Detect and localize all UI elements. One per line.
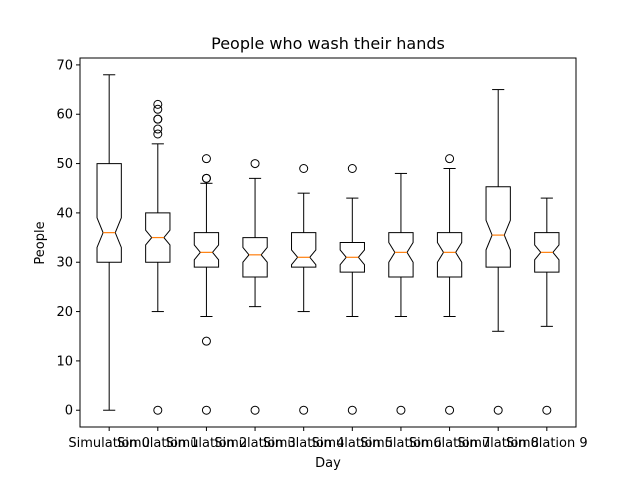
x-tick-label: Simulation 8 (457, 436, 539, 451)
y-tick-label: 70 (56, 58, 73, 73)
x-tick-label: Simulation 3 (214, 436, 296, 451)
outlier-point (153, 129, 163, 139)
box (96, 163, 122, 263)
y-axis-label: People (33, 221, 48, 264)
outlier-point (347, 164, 357, 174)
outlier-point (493, 405, 503, 415)
box (291, 232, 317, 268)
outlier-point (201, 154, 211, 164)
y-tick-label: 10 (56, 354, 73, 369)
outlier-point (542, 405, 552, 415)
outlier-point (445, 405, 455, 415)
outlier-point (250, 405, 260, 415)
box (339, 242, 365, 273)
axes-frame (79, 57, 577, 428)
outlier-point (201, 336, 211, 346)
outlier-point (445, 154, 455, 164)
x-tick-label: Simulation 5 (311, 436, 393, 451)
box (436, 232, 463, 278)
outlier-point (201, 405, 211, 415)
x-tick-label: Simulation 2 (166, 436, 248, 451)
outlier-point (250, 159, 260, 169)
outlier-point (153, 124, 163, 134)
outlier-point (153, 405, 163, 415)
x-axis-label: Day (315, 456, 341, 471)
y-tick-label: 60 (56, 108, 73, 123)
x-tick-label: Simulation 6 (360, 436, 442, 451)
y-tick-label: 0 (65, 404, 73, 419)
outlier-point (153, 114, 163, 124)
outlier-point (299, 164, 309, 174)
outlier-point (201, 173, 211, 183)
box (534, 232, 560, 273)
box (242, 237, 268, 278)
outlier-point (153, 99, 163, 109)
box (193, 232, 220, 268)
x-tick-label: Simulation 9 (506, 436, 588, 451)
chart-title: People who wash their hands (211, 34, 445, 53)
y-tick-label: 40 (56, 206, 73, 221)
y-tick-label: 20 (56, 305, 73, 320)
x-tick-label: Simulation 4 (263, 436, 345, 451)
x-tick-label: Simulation 7 (409, 436, 491, 451)
x-tick-label: Simulation 1 (117, 436, 199, 451)
outlier-point (153, 104, 163, 114)
y-tick-label: 50 (56, 157, 73, 172)
outlier-point (347, 405, 357, 415)
box (145, 212, 171, 263)
x-tick-label: Simulation 0 (68, 436, 150, 451)
box (388, 232, 414, 278)
y-tick-label: 30 (56, 256, 73, 271)
outlier-point (299, 405, 309, 415)
box (485, 186, 511, 268)
outlier-point (396, 405, 406, 415)
